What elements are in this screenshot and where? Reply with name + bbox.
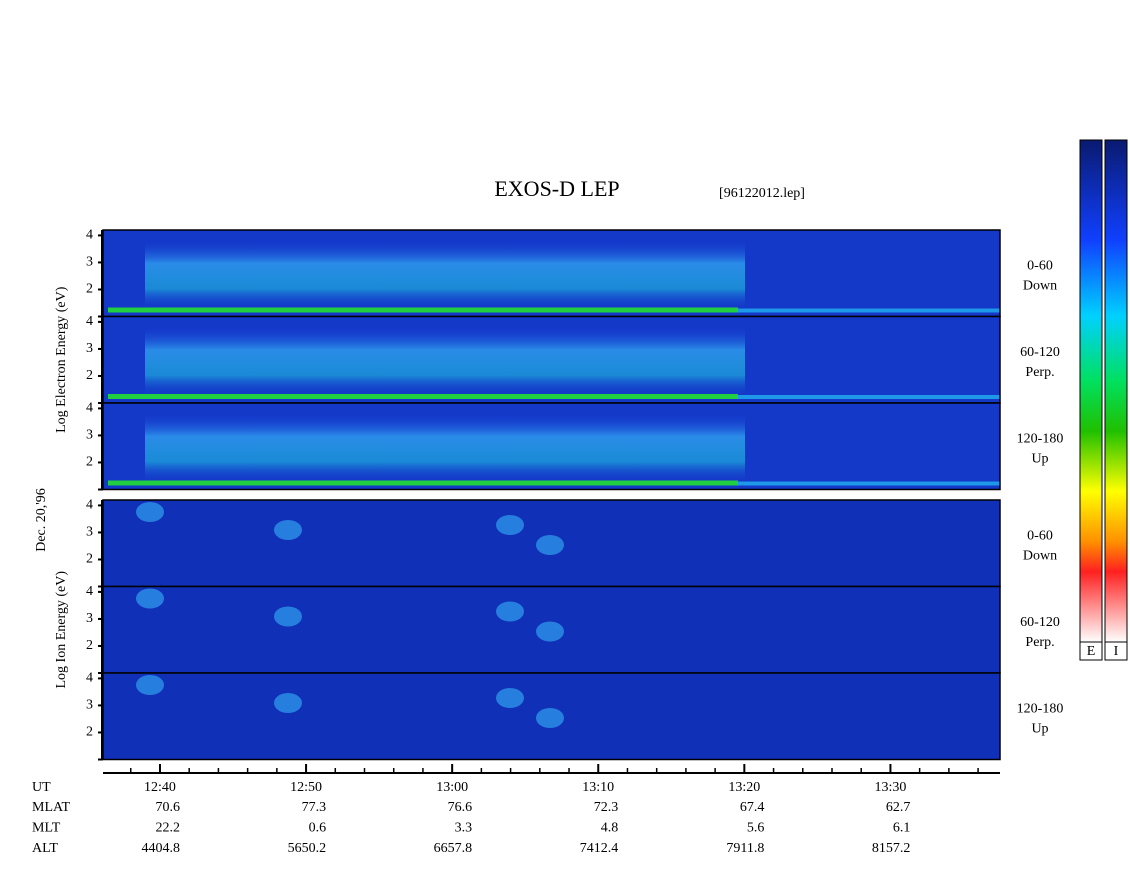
orbit-value: 70.6 [155,800,180,815]
orbit-row-label: MLT [32,821,61,836]
y-axis-label: Log Ion Energy (eV) [54,571,69,689]
x-tick-label: 13:10 [582,780,614,795]
spectrogram-texture [738,395,1000,399]
orbit-value: 8157.2 [872,841,911,856]
orbit-value: 6657.8 [434,841,473,856]
spectrogram-texture [145,411,745,484]
orbit-value: 76.6 [448,800,473,815]
colorbar [1104,139,1128,643]
panel-dir-label: Down [1023,549,1057,564]
panel-dir-label: Down [1023,279,1057,294]
orbit-value: 5650.2 [288,841,327,856]
orbit-value: 3.3 [455,821,473,836]
spectrogram-texture [136,675,164,695]
chart-title: EXOS-D LEP [494,176,619,201]
orbit-value: 4.8 [601,821,619,836]
spectrogram-texture [136,588,164,609]
y-tick-label: 2 [86,725,93,740]
y-axis-label: Log Electron Energy (eV) [54,286,69,433]
y-tick-label: 2 [86,282,93,297]
colorbar-label-box [1079,641,1103,661]
colorbar-label-box [1104,641,1128,661]
orbit-value: 7911.8 [726,841,764,856]
x-tick-label: 13:00 [436,780,468,795]
file-name: [96122012.lep] [719,186,805,201]
orbit-value: 7412.4 [580,841,619,856]
orbit-row-label: ALT [32,841,58,856]
y-tick-label: 4 [86,584,93,599]
spectrogram-texture [496,515,524,535]
y-tick-label: 3 [86,525,93,540]
spectrogram-texture [145,324,745,397]
orbit-value: 77.3 [302,800,327,815]
orbit-value: 62.7 [886,800,911,815]
x-tick-label: 12:50 [290,780,322,795]
spectrogram-texture [536,535,564,555]
x-axis-label: UT [32,780,51,795]
spectrogram-texture [536,708,564,728]
orbit-value: 0.6 [309,821,327,836]
orbit-value: 5.6 [747,821,765,836]
x-tick-label: 13:20 [728,780,760,795]
colorbar [1079,139,1103,643]
y-tick-label: 4 [86,314,93,329]
y-tick-label: 3 [86,428,93,443]
orbit-value: 4404.8 [141,841,180,856]
spectrogram-texture [274,693,302,713]
spectrogram-texture [108,394,738,399]
spectrogram-texture [496,601,524,622]
y-tick-label: 4 [86,228,93,243]
orbit-row-label: MLAT [32,800,71,815]
panel-dir-label: Perp. [1025,635,1054,650]
y-tick-label: 4 [86,671,93,686]
spectrogram-texture [738,308,1000,313]
orbit-value: 22.2 [155,821,180,836]
panel-dir-label: Up [1031,452,1048,467]
spectrogram-texture [145,238,745,311]
spectrogram-texture [108,307,738,313]
orbit-value: 72.3 [594,800,619,815]
x-tick-label: 13:30 [874,780,906,795]
orbit-value: 67.4 [740,800,765,815]
panel-pitch-label: 60-120 [1020,345,1060,360]
spectrogram-texture [108,480,738,486]
orbit-value: 6.1 [893,821,911,836]
spectrogram-texture [136,502,164,522]
panel-pitch-label: 120-180 [1017,432,1064,447]
spectrogram-texture [274,520,302,540]
y-tick-label: 3 [86,255,93,270]
y-tick-label: 2 [86,368,93,383]
spectrogram-texture [274,606,302,627]
panel-pitch-label: 0-60 [1027,259,1053,274]
colorbar-label: E [1087,644,1096,659]
panel-dir-label: Up [1031,722,1048,737]
y-tick-label: 2 [86,455,93,470]
panel-pitch-label: 0-60 [1027,529,1053,544]
y-tick-label: 3 [86,341,93,356]
y-tick-label: 4 [86,498,93,513]
y-tick-label: 3 [86,611,93,626]
y-tick-label: 2 [86,552,93,567]
colorbar-label: I [1114,644,1119,659]
panel-pitch-label: 60-120 [1020,615,1060,630]
panel-dir-label: Perp. [1025,365,1054,380]
spectrogram-texture [536,621,564,642]
date-label: Dec. 20,'96 [34,488,49,552]
spectrogram-texture [738,481,1000,486]
y-tick-label: 4 [86,401,93,416]
y-tick-label: 3 [86,698,93,713]
y-tick-label: 2 [86,638,93,653]
x-tick-label: 12:40 [144,780,176,795]
spectrogram-texture [496,688,524,708]
panel-pitch-label: 120-180 [1017,702,1064,717]
